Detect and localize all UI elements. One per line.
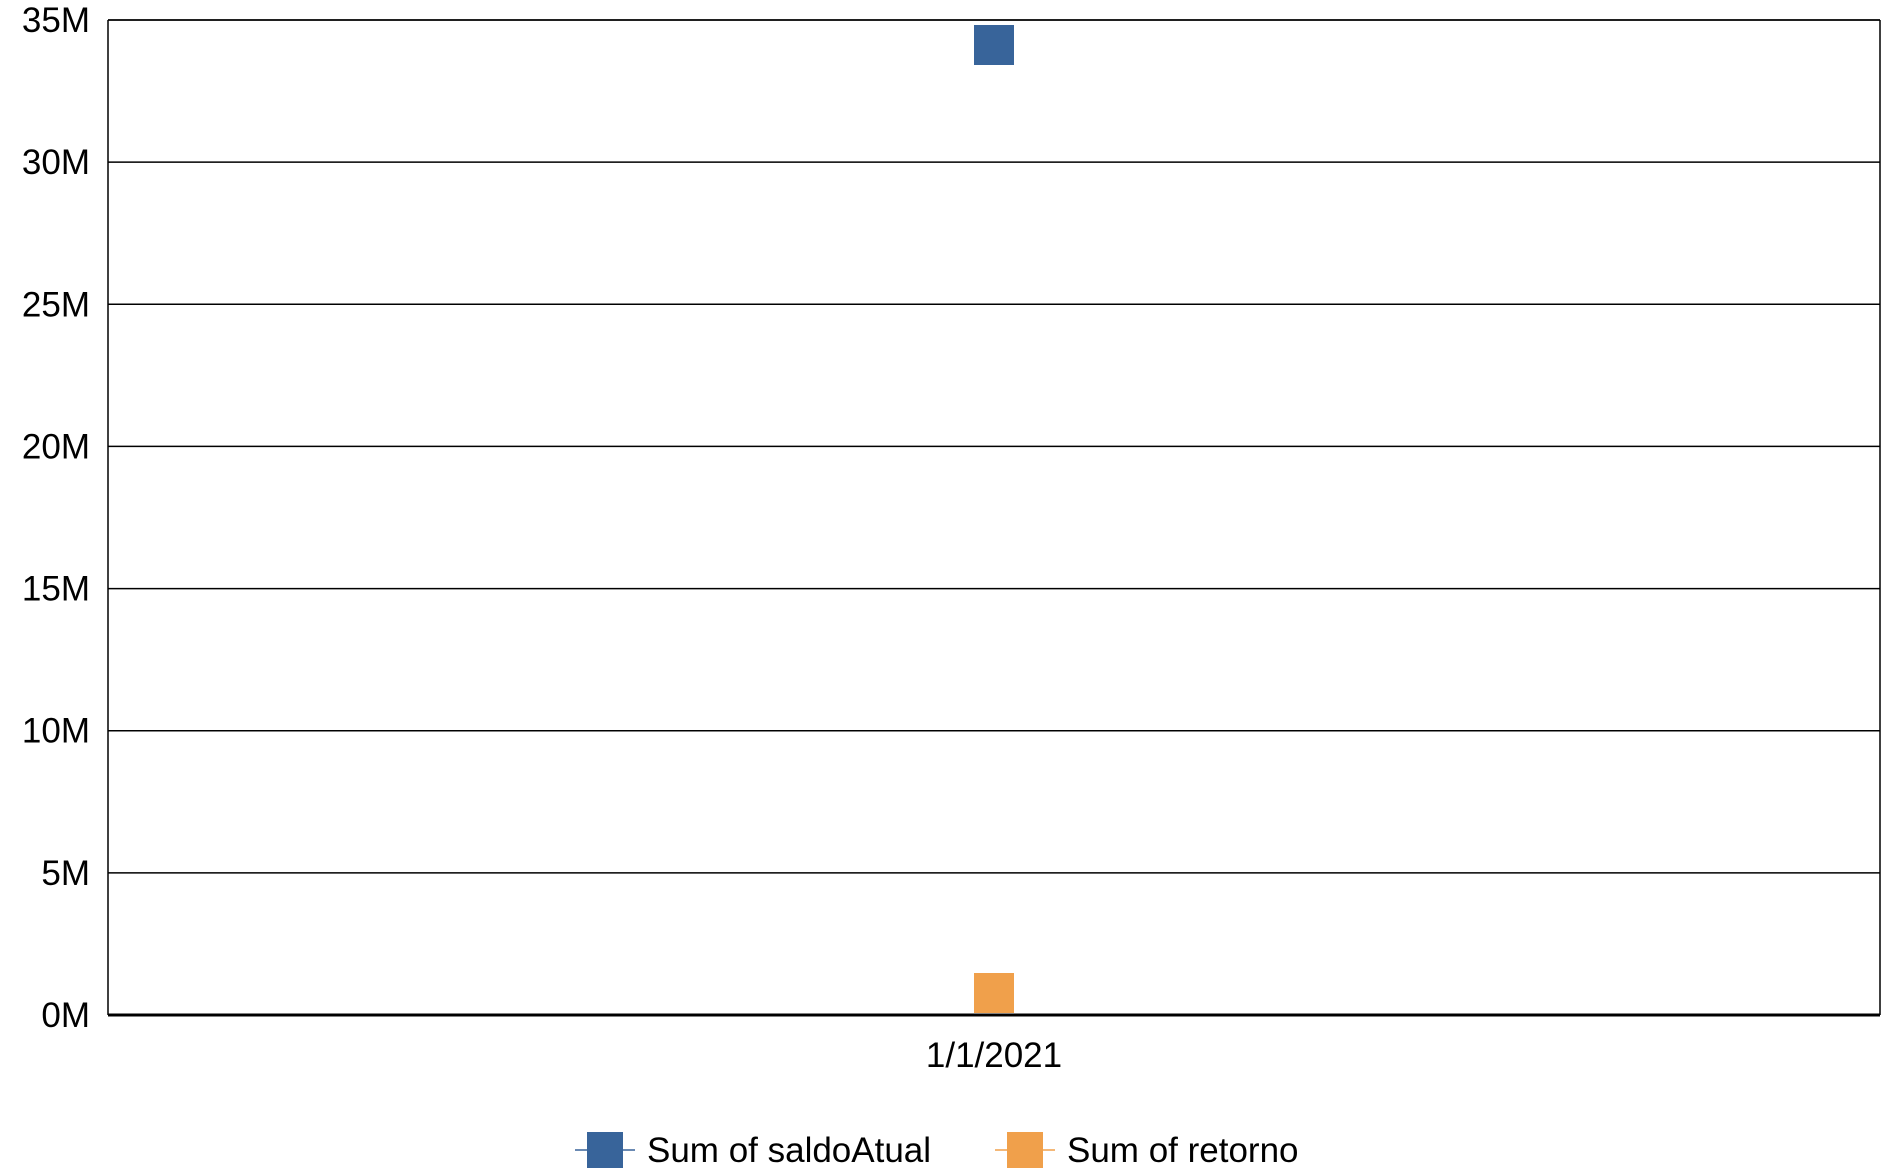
legend-label: Sum of retorno [1067,1131,1299,1170]
y-tick-label: 10M [22,712,90,751]
x-axis-tick-labels: 1/1/2021 [926,1036,1062,1075]
legend-marker [587,1132,623,1168]
y-tick-label: 30M [22,143,90,182]
y-tick-label: 0M [41,996,90,1035]
legend-marker [1007,1132,1043,1168]
y-tick-label: 25M [22,285,90,324]
y-tick-label: 15M [22,570,90,609]
series-markers [974,25,1014,1013]
legend-label: Sum of saldoAtual [647,1131,931,1170]
x-tick-label: 1/1/2021 [926,1036,1062,1075]
y-tick-label: 35M [22,1,90,40]
y-tick-label: 5M [41,854,90,893]
y-axis-tick-labels: 0M 5M 10M 15M 20M 25M 30M 35M [22,1,90,1035]
data-point-marker [974,973,1014,1013]
legend: Sum of saldoAtual Sum of retorno [575,1131,1299,1170]
data-point-marker [974,25,1014,65]
y-tick-label: 20M [22,427,90,466]
gridlines [107,19,1881,1017]
